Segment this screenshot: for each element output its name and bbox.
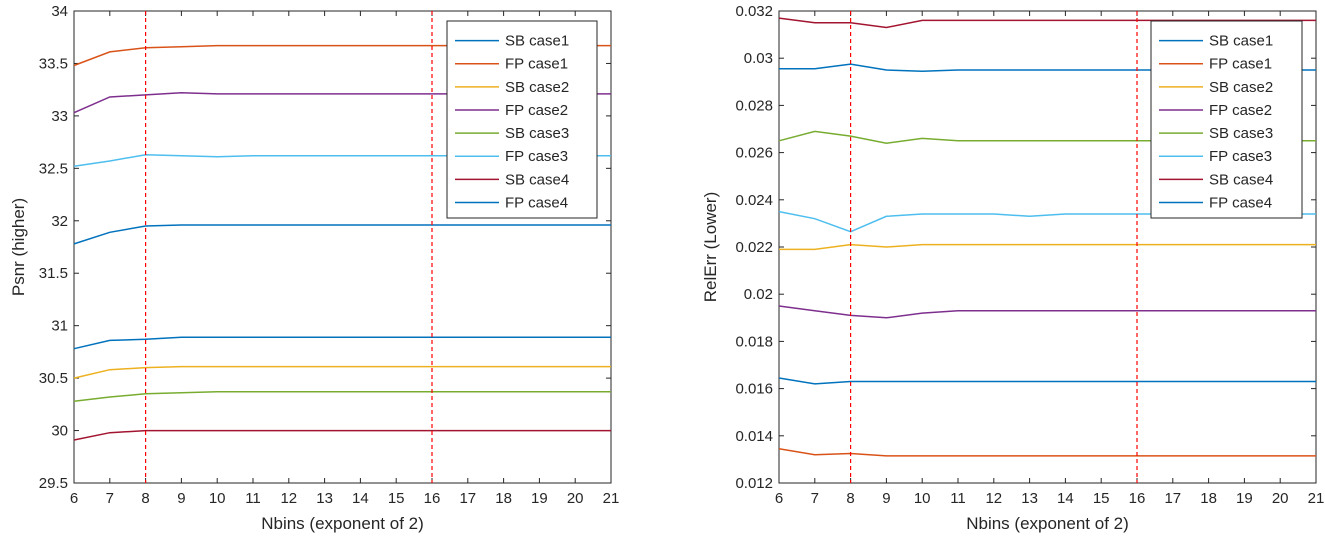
legend-entry: SB case2 [1209,79,1273,96]
legend-entry: FP case1 [505,56,568,73]
y-axis-label: RelErr (Lower) [701,192,720,303]
legend-entry: FP case2 [505,102,568,119]
legend-entry: SB case1 [1209,33,1273,50]
x-tick-label: 14 [352,490,369,507]
y-tick-label: 34 [51,3,68,20]
x-tick-label: 7 [811,490,819,507]
x-tick-label: 8 [846,490,854,507]
y-tick-label: 0.022 [735,239,773,256]
x-tick-label: 20 [1272,490,1289,507]
series-line-sb-case4 [778,17,1316,29]
series-line-fp-case4 [73,224,611,245]
legend-entry: FP case3 [1209,148,1272,165]
legend: SB case1 FP case1 SB case2 FP case2 SB case3… [446,20,598,219]
x-tick-label: 6 [775,490,783,507]
y-tick-label: 0.02 [744,286,773,303]
x-tick-label: 9 [177,490,185,507]
y-tick-label: 30 [51,423,68,440]
legend-entry: SB case3 [505,125,569,142]
series-line-sb-case4 [73,429,611,441]
x-tick-label: 17 [1164,490,1181,507]
y-tick-label: 33.5 [39,55,68,72]
y-axis-label: Psnr (higher) [9,198,28,296]
x-tick-label: 19 [1236,490,1253,507]
series-line-sb-case2 [73,365,611,379]
x-tick-label: 6 [70,490,78,507]
chart-panel-2: 6 7 8 9 10 11 12 13 14 15 16 17 18 19 20 21 0.012 0.014 0.… [701,3,1324,533]
y-tick-label: 33 [51,108,68,125]
x-tick-label: 7 [106,490,114,507]
legend-box [446,20,598,219]
y-tick-label: 32 [51,213,68,230]
x-tick-label: 15 [388,490,405,507]
y-tick-label: 0.024 [735,192,773,209]
legend-entry: SB case4 [505,171,569,188]
legend-entry: FP case1 [1209,56,1272,73]
x-tick-label: 13 [1021,490,1038,507]
y-tick-label: 31.5 [39,265,68,282]
series-line-sb-case1 [73,336,611,350]
series-line-sb-case2 [779,243,1316,251]
legend-entry: FP case4 [1209,194,1272,211]
x-tick-label: 16 [1129,490,1146,507]
x-tick-label: 13 [316,490,333,507]
x-tick-label: 17 [459,490,476,507]
x-axis-label: Nbins (exponent of 2) [261,514,424,533]
legend-entry: FP case2 [1209,102,1272,119]
x-tick-label: 11 [950,490,966,507]
series-line-sb-case1 [778,377,1316,385]
x-tick-label: 21 [1308,490,1325,507]
y-tick-label: 29.5 [39,475,68,492]
x-tick-label: 15 [1093,490,1110,507]
x-tick-label: 18 [1200,490,1217,507]
x-tick-label: 9 [882,490,890,507]
x-tick-label: 11 [245,490,261,507]
chart-panel-1: 6 7 8 9 10 11 12 13 14 15 16 17 18 19 20 21 29.5 30 30.5 31… [9,3,619,533]
y-tick-label: 0.028 [735,97,773,114]
legend-box [1150,20,1303,219]
x-tick-label: 10 [914,490,931,507]
y-tick-label: 0.032 [735,3,773,20]
y-tick-label: 32.5 [39,160,68,177]
x-tick-label: 12 [985,490,1002,507]
legend: SB case1 FP case1 SB case2 FP case2 SB case3… [1150,20,1303,219]
x-tick-label: 21 [603,490,620,507]
legend-entry: SB case4 [1209,171,1273,188]
y-tick-label: 0.018 [735,333,773,350]
legend-entry: SB case3 [1209,125,1273,142]
x-tick-label: 19 [531,490,548,507]
y-tick-label: 0.012 [735,475,773,492]
y-tick-label: 30.5 [39,370,68,387]
x-tick-label: 10 [209,490,226,507]
legend-entry: SB case2 [505,79,569,96]
series-line-sb-case3 [73,390,611,402]
y-tick-label: 0.03 [744,50,773,67]
x-tick-label: 16 [424,490,441,507]
y-tick-label: 0.014 [735,428,773,445]
x-tick-label: 14 [1057,490,1074,507]
x-tick-label: 20 [567,490,584,507]
x-tick-label: 12 [280,490,297,507]
series-line-fp-case2 [778,305,1316,319]
legend-entry: FP case4 [505,194,568,211]
series-line-fp-case1 [778,448,1316,457]
y-tick-label: 0.016 [735,381,773,398]
x-tick-label: 8 [141,490,149,507]
legend-entry: FP case3 [505,148,568,165]
legend-entry: SB case1 [505,33,569,50]
y-tick-label: 0.026 [735,145,773,162]
y-tick-label: 31 [51,318,68,335]
x-tick-label: 18 [495,490,512,507]
x-axis-label: Nbins (exponent of 2) [966,514,1129,533]
